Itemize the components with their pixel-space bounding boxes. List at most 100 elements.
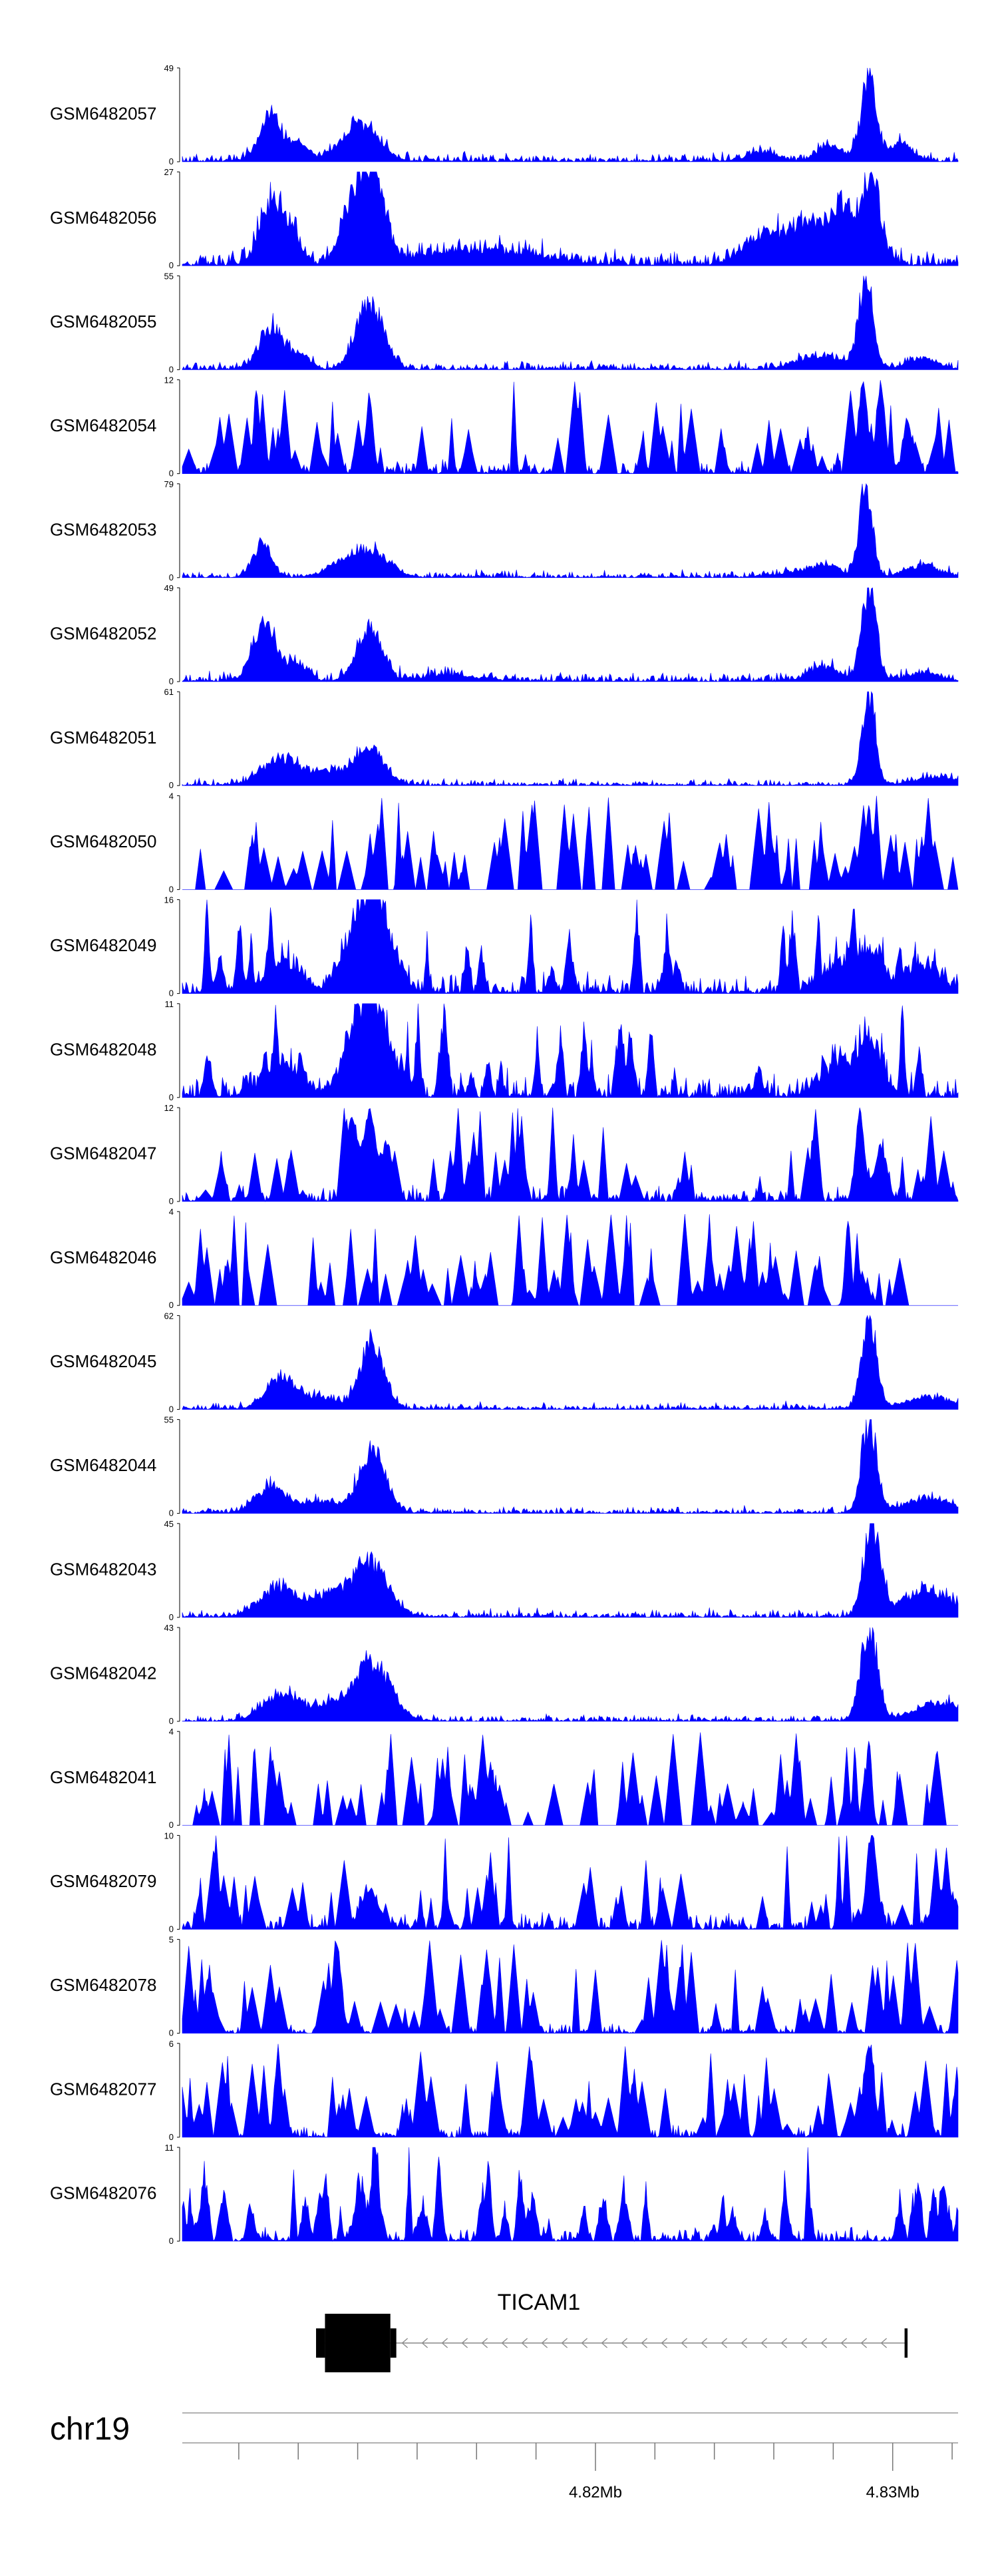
coverage-tracks: GSM6482057490GSM6482056270GSM6482055550G… [50, 63, 959, 2246]
track-GSM6482042: GSM6482042 43 0 [50, 1623, 959, 1726]
genomic-axis: chr19 4.82Mb 4.83Mb [50, 2412, 958, 2501]
y-axis-min-label: 0 [169, 1612, 174, 1622]
y-axis-min-label: 0 [169, 260, 174, 270]
coverage-area [182, 67, 959, 163]
strand-arrow [860, 2338, 868, 2348]
coverage-area [182, 2043, 959, 2138]
coverage-area [182, 1213, 958, 1306]
coverage-area [182, 483, 959, 578]
strand-arrow [681, 2338, 688, 2348]
track-GSM6482050: GSM6482050 4 0 [50, 791, 959, 894]
coverage-area [182, 1940, 959, 2034]
coverage-area [182, 1835, 959, 1930]
coverage-area [182, 1523, 959, 1618]
y-axis-max-label: 4 [169, 1207, 174, 1217]
y-axis-max-label: 55 [164, 1415, 174, 1425]
gene-exon-terminal [904, 2328, 908, 2358]
strand-arrow [401, 2338, 409, 2348]
track-label: GSM6482057 [50, 104, 156, 124]
track-GSM6482076: GSM6482076 11 0 [50, 2143, 959, 2246]
track-label: GSM6482079 [50, 1871, 156, 1891]
track-label: GSM6482042 [50, 1663, 156, 1683]
track-GSM6482044: GSM6482044 55 0 [50, 1415, 959, 1518]
y-axis-min-label: 0 [169, 780, 174, 790]
chromosome-label: chr19 [50, 2412, 130, 2447]
y-axis-max-label: 79 [164, 479, 174, 489]
track-GSM6482055: GSM6482055 55 0 [50, 271, 959, 374]
coverage-area [182, 171, 959, 266]
track-GSM6482043: GSM6482043 45 0 [50, 1519, 959, 1622]
axis-tick-label: 4.82Mb [569, 2483, 622, 2501]
track-GSM6482052: GSM6482052 49 0 [50, 583, 959, 686]
y-axis-max-label: 49 [164, 63, 174, 73]
coverage-area [182, 1315, 959, 1410]
coverage-area [182, 379, 959, 475]
strand-arrow [581, 2338, 588, 2348]
gene-annotation-track: TICAM1 [316, 2290, 908, 2372]
y-axis-max-label: 11 [165, 999, 174, 1009]
track-GSM6482079: GSM6482079 10 0 [50, 1830, 959, 1934]
track-label: GSM6482050 [50, 831, 156, 851]
track-label: GSM6482078 [50, 1975, 156, 1995]
track-label: GSM6482052 [50, 624, 156, 644]
coverage-area [182, 1732, 958, 1826]
coverage-area [182, 587, 959, 683]
track-GSM6482056: GSM6482056 27 0 [50, 167, 959, 270]
y-axis-max-label: 45 [164, 1519, 174, 1529]
strand-arrow [501, 2338, 508, 2348]
strand-arrow [561, 2338, 568, 2348]
y-axis-min-label: 0 [169, 1820, 174, 1830]
track-GSM6482048: GSM6482048 11 0 [50, 999, 959, 1102]
y-axis-max-label: 61 [164, 687, 174, 697]
gene-exon-utr [316, 2328, 325, 2358]
y-axis-min-label: 0 [169, 884, 174, 894]
strand-arrow [541, 2338, 548, 2348]
strand-arrow [421, 2338, 428, 2348]
track-label: GSM6482047 [50, 1144, 156, 1164]
y-axis-max-label: 27 [164, 167, 174, 177]
y-axis-max-label: 6 [169, 2039, 174, 2049]
track-label: GSM6482055 [50, 312, 156, 331]
y-axis-max-label: 11 [165, 2143, 174, 2153]
track-label: GSM6482076 [50, 2183, 156, 2203]
strand-arrow [800, 2338, 808, 2348]
strand-arrow [621, 2338, 628, 2348]
y-axis-min-label: 0 [169, 1404, 174, 1414]
y-axis-max-label: 43 [164, 1623, 174, 1633]
track-label: GSM6482053 [50, 519, 156, 539]
strand-arrow [880, 2338, 888, 2348]
track-GSM6482078: GSM6482078 5 0 [50, 1935, 959, 2038]
y-axis-min-label: 0 [169, 2028, 174, 2038]
track-GSM6482045: GSM6482045 62 0 [50, 1311, 959, 1414]
track-GSM6482049: GSM6482049 16 0 [50, 895, 959, 998]
strand-arrow [461, 2338, 468, 2348]
axis-tick-label: 4.83Mb [866, 2483, 919, 2501]
y-axis-min-label: 0 [169, 572, 174, 582]
track-GSM6482057: GSM6482057 49 0 [50, 63, 959, 166]
strand-arrow [741, 2338, 748, 2348]
y-axis-min-label: 0 [169, 156, 174, 166]
y-axis-min-label: 0 [169, 2132, 174, 2142]
coverage-area [182, 1627, 959, 1723]
strand-arrow [481, 2338, 488, 2348]
strand-arrow [780, 2338, 788, 2348]
track-label: GSM6482045 [50, 1351, 156, 1371]
track-GSM6482053: GSM6482053 79 0 [50, 479, 959, 582]
track-label: GSM6482054 [50, 415, 156, 435]
strand-arrow [701, 2338, 708, 2348]
track-GSM6482051: GSM6482051 61 0 [50, 687, 959, 790]
gene-name-label: TICAM1 [498, 2290, 581, 2315]
coverage-area [182, 899, 959, 994]
strand-arrow [760, 2338, 768, 2348]
strand-arrow [820, 2338, 828, 2348]
track-label: GSM6482049 [50, 935, 156, 955]
y-axis-min-label: 0 [169, 1924, 174, 1934]
coverage-area [182, 2147, 959, 2243]
y-axis-max-label: 10 [164, 1830, 174, 1840]
strand-arrow [601, 2338, 608, 2348]
y-axis-max-label: 16 [164, 895, 174, 905]
y-axis-min-label: 0 [169, 1716, 174, 1726]
y-axis-min-label: 0 [169, 1300, 174, 1310]
track-GSM6482041: GSM6482041 4 0 [50, 1727, 958, 1830]
